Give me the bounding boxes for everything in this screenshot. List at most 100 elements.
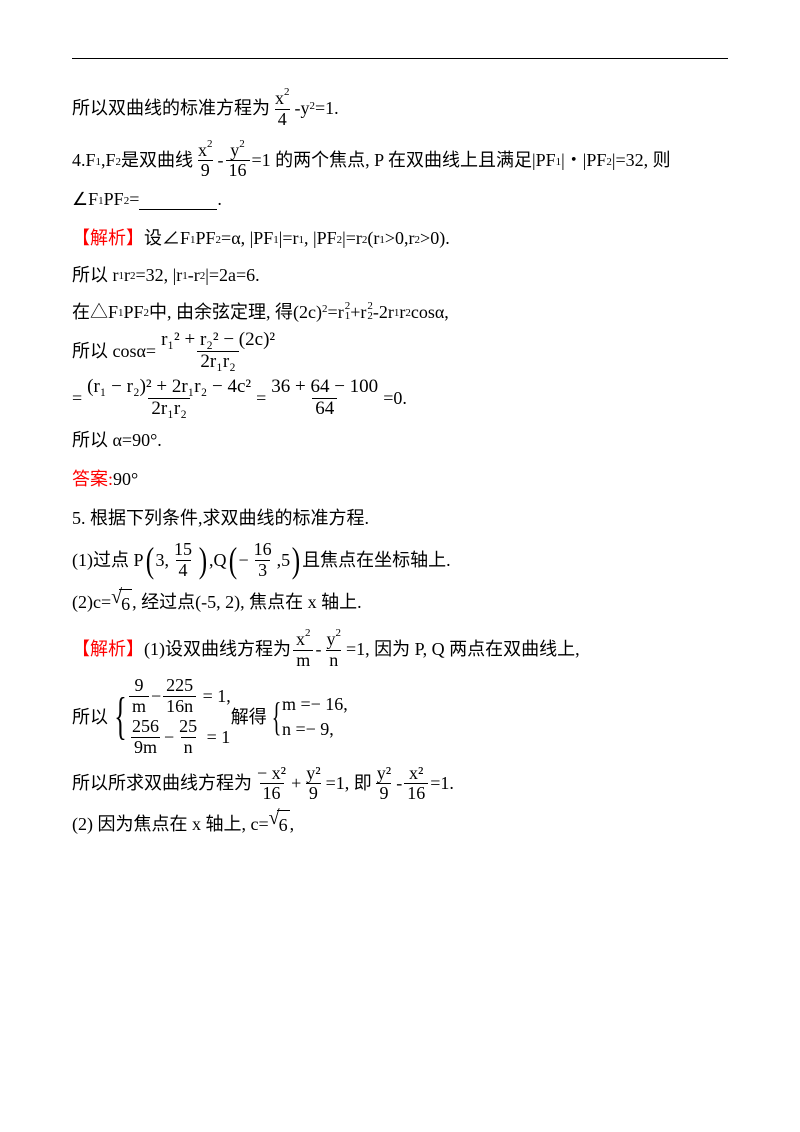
paren-left: ( [228,544,236,576]
num: 9 [131,676,146,696]
text: , [290,810,295,839]
num: x [296,629,305,649]
num: y² [374,764,394,784]
para-14: 所以 { 9m − 22516n = 1, 2569m − 25n = 1 解得 [72,676,728,757]
radicand: 6 [119,589,132,619]
text: 3, [156,546,170,575]
text: = [256,384,266,413]
text: (1)过点 P [72,546,144,575]
den: 9 [306,783,321,804]
text: =32, |r [136,261,183,290]
text: >0). [420,224,450,253]
document-body: 所以双曲线的标准方程为 x2 4 -y2 =1. 4.F1 ,F2 是双曲线 x… [72,88,728,840]
paren-right: ) [199,544,207,576]
fraction: y² 9 [303,764,323,805]
text: 所以 cosα= [72,337,156,366]
sub: 2 [200,268,206,286]
sub: 1 [556,154,562,172]
num: 225 [163,676,196,696]
num: (r₁ − r₂)² + 2r₁r₂ − 4c² [84,377,254,398]
text: =1. [315,94,339,123]
para-9: 答案: 90° [72,465,728,494]
num: 25 [176,717,200,737]
text: n =− 9, [282,717,348,742]
den: 9m [131,737,160,758]
text: -2r [373,298,394,327]
sub: 2 [405,305,411,323]
den: 9 [198,160,213,181]
den: m [129,696,149,717]
text: - [396,769,402,798]
den: n [181,737,196,758]
text: 90° [113,465,138,494]
text: 所以所求双曲线方程为 [72,769,252,798]
para-10: 5. 根据下列条件,求双曲线的标准方程. [72,504,728,533]
num: y [230,140,239,160]
text: r [338,298,344,327]
para-2b: ∠F1 PF2 = . [72,185,728,214]
para-15: 所以所求双曲线方程为 − x² 16 + y² 9 =1, 即 y² 9 - x… [72,764,728,805]
text: - [316,635,322,664]
den: 16 [226,160,250,181]
fraction: x2 4 [272,88,293,130]
text: + [291,769,301,798]
fraction: 36 + 64 − 100 64 [268,377,381,420]
text: 所以 α=90°. [72,426,162,455]
text: >0,r [385,224,415,253]
sub: 1 [182,268,188,286]
paren-right: ) [292,544,300,576]
text: =1, 因为 P, Q 两点在双曲线上, [346,635,580,664]
text: 所以双曲线的标准方程为 [72,94,270,123]
sub: 1 [119,268,125,286]
text: = [129,185,139,214]
text: -r [188,261,200,290]
den: 16 [404,783,428,804]
top-rule [72,58,728,59]
den: 64 [312,398,337,420]
num: 16 [251,540,275,560]
sub: 1 [118,305,124,323]
den: 2r₁r₂ [148,398,189,420]
text: ,F [101,146,116,175]
text: = 1, [203,684,231,709]
fraction: x2 m [293,629,314,671]
sub: 2 [606,154,612,172]
text: |・|PF [561,146,606,175]
fraction: y² 9 [374,764,394,805]
answer-blank [139,189,217,210]
text: 在△F [72,298,118,327]
label-analysis: 【解析】 [72,224,144,253]
text: PF [124,298,144,327]
text: (r [367,224,379,253]
sup: 2 [322,301,328,319]
sub: 1 [273,232,279,250]
para-12: (2)c= √6 , 经过点(-5, 2), 焦点在 x 轴上. [72,587,728,619]
text: - [218,146,224,175]
sub: 1 [190,232,196,250]
fraction: 15 4 [171,540,195,581]
fraction: y2 n [324,629,345,671]
para-13: 【解析】 (1)设双曲线方程为 x2 m - y2 n =1, 因为 P, Q … [72,629,728,671]
text: =1, 即 [326,769,372,798]
sub: 2 [116,154,122,172]
text: m =− 16, [282,692,348,717]
num: r₁² + r₂² − (2c)² [158,330,278,351]
sub: 1 [299,232,305,250]
den: m [293,650,313,671]
brace-solution: { m =− 16, n =− 9, [267,692,348,742]
text: ∠F [72,185,98,214]
para-6: 所以 cosα= r₁² + r₂² − (2c)² 2r₁r₂ [72,330,728,373]
text: =1 的两个焦点, P 在双曲线上且满足|PF [252,146,556,175]
fraction: 16 3 [251,540,275,581]
num: 15 [171,540,195,560]
sub: 1 [394,305,400,323]
text: cosα, [411,298,449,327]
text: -y [295,94,310,123]
sqrt: √6 [111,587,132,619]
fraction: y2 16 [226,140,250,182]
para-8: 所以 α=90°. [72,426,728,455]
text: (1)设双曲线方程为 [144,635,291,664]
text: 设∠F [144,224,190,253]
text: 所以 r [72,261,119,290]
label-analysis: 【解析】 [72,635,144,664]
